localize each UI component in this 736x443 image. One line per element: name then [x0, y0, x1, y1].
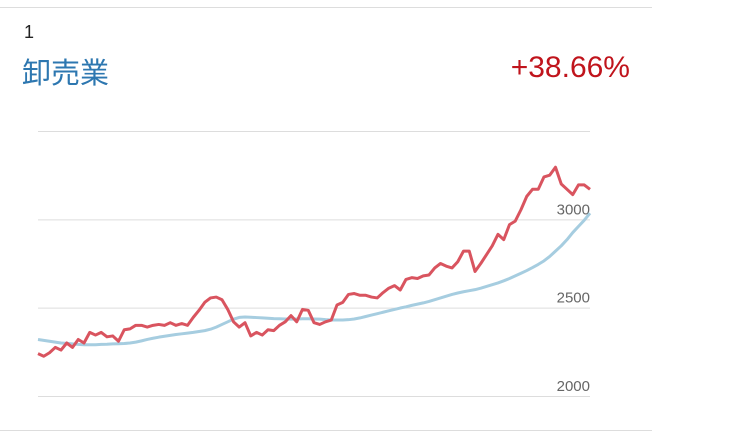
- rank: 1: [24, 22, 35, 42]
- change: +38.66%: [510, 51, 630, 84]
- y-tick-label: 3000: [557, 201, 590, 218]
- y-tick-label: 2500: [557, 290, 590, 307]
- title[interactable]: 卸売業: [22, 58, 110, 90]
- line: [37, 165, 591, 358]
- y-tick-label: 2000: [557, 378, 590, 395]
- line: [37, 212, 592, 347]
